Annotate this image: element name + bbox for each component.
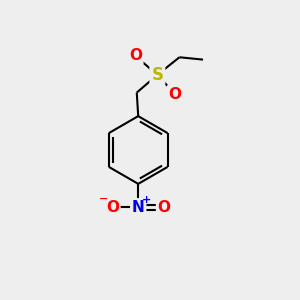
Text: O: O bbox=[169, 87, 182, 102]
Text: S: S bbox=[152, 66, 164, 84]
Text: O: O bbox=[106, 200, 119, 215]
Text: −: − bbox=[99, 194, 108, 204]
Text: N: N bbox=[132, 200, 145, 215]
Text: O: O bbox=[129, 48, 142, 63]
Text: +: + bbox=[142, 195, 151, 205]
Text: O: O bbox=[158, 200, 171, 215]
